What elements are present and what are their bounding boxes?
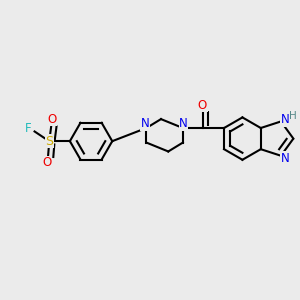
Text: N: N: [281, 152, 290, 165]
Text: N: N: [281, 113, 290, 127]
Text: S: S: [45, 135, 53, 148]
Text: O: O: [48, 113, 57, 126]
Text: O: O: [198, 99, 207, 112]
Text: F: F: [25, 122, 32, 135]
Text: O: O: [43, 156, 52, 170]
Text: H: H: [290, 111, 297, 121]
Text: N: N: [140, 117, 149, 130]
Text: N: N: [179, 117, 188, 130]
